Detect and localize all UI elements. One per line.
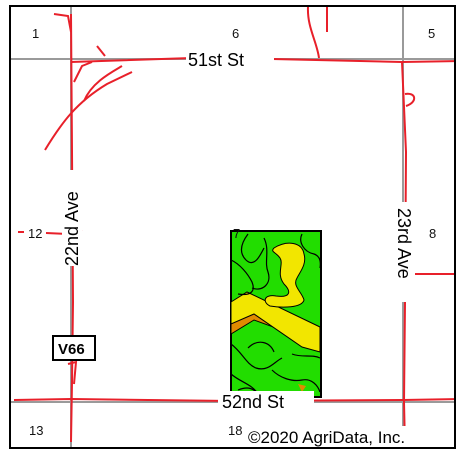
section-label-8: 8 <box>429 226 436 241</box>
road-n-branch <box>306 7 320 59</box>
road-loop <box>404 92 416 107</box>
section-label-1: 1 <box>32 26 39 41</box>
street-label-52nd: 52nd St <box>222 392 284 412</box>
soil-zone-yellow-blob <box>264 242 306 308</box>
road-nw-branch-a <box>53 13 72 33</box>
road-nw-branch-e <box>44 71 133 151</box>
road-nw-branch-c <box>83 65 123 102</box>
highway-shield-label: V66 <box>58 341 85 358</box>
section-label-7: 7 <box>233 226 240 241</box>
section-label-5: 5 <box>428 26 435 41</box>
soil-zone-yellow-band <box>230 291 321 353</box>
road-v66-spur <box>67 360 78 385</box>
field-parcel[interactable] <box>230 230 322 398</box>
copyright-text: ©2020 AgriData, Inc. <box>248 428 405 447</box>
road-nw-branch-b <box>73 61 93 83</box>
street-label-22nd-ave: 22nd Ave <box>62 191 82 266</box>
map-frame: 1 6 5 12 7 8 13 18 17 51st St 52nd St 22… <box>9 5 456 449</box>
street-label-51st: 51st St <box>188 50 244 70</box>
street-labels: 51st St 52nd St 22nd Ave 23rd Ave <box>62 48 414 412</box>
road-22nd-ave <box>70 13 75 443</box>
road-nw-branch-d <box>96 45 106 57</box>
section-label-13: 13 <box>29 423 43 438</box>
section-label-12: 12 <box>28 226 42 241</box>
street-label-23rd-ave: 23rd Ave <box>394 208 414 279</box>
highway-shield-v66: V66 <box>52 335 96 361</box>
section-label-6: 6 <box>232 26 239 41</box>
road-sec12-dash <box>18 231 69 235</box>
copyright-notice: ©2020 AgriData, Inc. <box>246 426 454 447</box>
soil-zone-orange-speck <box>298 384 306 392</box>
section-label-18: 18 <box>228 423 242 438</box>
map-canvas[interactable]: 1 6 5 12 7 8 13 18 17 51st St 52nd St 22… <box>11 7 456 449</box>
